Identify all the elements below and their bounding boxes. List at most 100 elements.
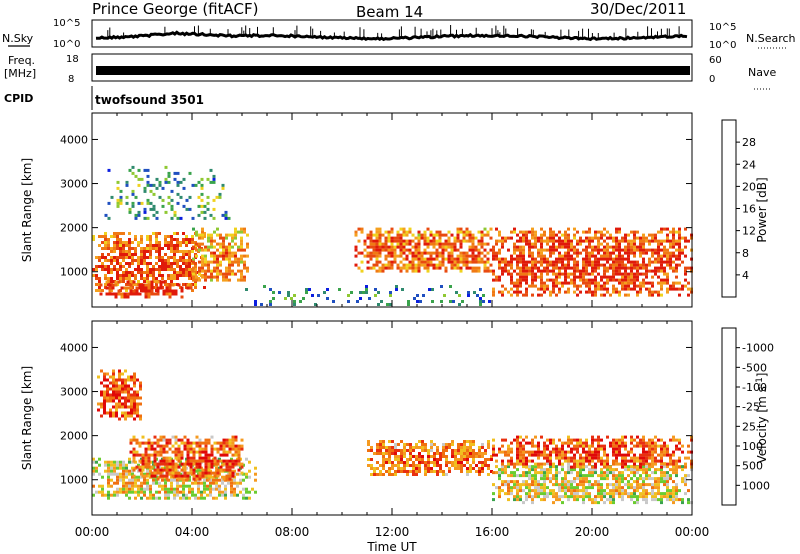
heatmap-cell: [213, 266, 216, 270]
heatmap-cell: [143, 493, 146, 497]
heatmap-cell: [639, 453, 642, 457]
heatmap-cell: [663, 444, 666, 448]
heatmap-cell: [672, 486, 675, 490]
heatmap-cell: [366, 251, 370, 255]
heatmap-cell: [630, 459, 633, 463]
heatmap-cell: [119, 277, 122, 280]
heatmap-cell: [186, 438, 190, 442]
heatmap-cell: [597, 266, 600, 270]
heatmap-cell: [427, 464, 430, 467]
heatmap-cell: [591, 239, 594, 243]
heatmap-cell: [180, 289, 184, 293]
heatmap-cell: [552, 287, 555, 291]
heatmap-cell: [125, 256, 128, 259]
heatmap-cell: [531, 438, 534, 442]
heatmap-cell: [627, 450, 630, 454]
heatmap-cell: [423, 233, 427, 237]
heatmap-cell: [153, 292, 157, 296]
heatmap-cell: [116, 271, 119, 274]
heatmap-cell: [134, 496, 137, 500]
heatmap-cell: [579, 239, 582, 243]
heatmap-cell: [103, 372, 106, 376]
heatmap-cell: [466, 452, 469, 455]
heatmap-cell: [231, 435, 235, 439]
heatmap-cell: [663, 474, 666, 478]
heatmap-cell: [188, 484, 191, 488]
heatmap-cell: [125, 274, 128, 277]
heatmap-cell: [501, 444, 504, 448]
heatmap-cell: [260, 303, 263, 306]
heatmap-cell: [305, 288, 308, 291]
heatmap-cell: [609, 483, 612, 487]
heatmap-cell: [125, 241, 128, 244]
heatmap-cell: [507, 444, 510, 448]
heatmap-cell: [525, 450, 528, 454]
heatmap-cell: [498, 257, 501, 261]
heatmap-cell: [149, 256, 152, 259]
heatmap-cell: [657, 480, 660, 484]
heatmap-cell: [651, 471, 654, 475]
heatmap-cell: [585, 450, 588, 454]
heatmap-cell: [390, 251, 394, 255]
heatmap-cell: [195, 462, 199, 466]
heatmap-cell: [376, 446, 379, 449]
heatmap-cell: [421, 449, 424, 452]
heatmap-cell: [155, 238, 158, 241]
heatmap-cell: [233, 490, 236, 494]
heatmap-cell: [648, 441, 651, 445]
heatmap-cell: [216, 257, 219, 261]
heatmap-cell: [369, 266, 373, 270]
heatmap-cell: [191, 241, 194, 244]
heatmap-cell: [609, 468, 612, 472]
heatmap-cell: [487, 464, 490, 467]
heatmap-cell: [672, 242, 675, 246]
heatmap-cell: [213, 251, 216, 255]
heatmap-cell: [456, 263, 460, 267]
heatmap-cell: [137, 168, 141, 172]
heatmap-cell: [125, 472, 128, 476]
heatmap-cell: [155, 177, 159, 181]
heatmap-cell: [675, 242, 678, 246]
heatmap-cell: [645, 275, 648, 279]
heatmap-cell: [144, 283, 148, 287]
heatmap-cell: [615, 483, 618, 487]
heatmap-cell: [475, 452, 478, 455]
heatmap-cell: [213, 474, 217, 478]
heatmap-cell: [192, 245, 195, 249]
heatmap-cell: [156, 286, 160, 290]
heatmap-cell: [657, 239, 660, 243]
heatmap-cell: [125, 466, 128, 470]
heatmap-cell: [439, 464, 442, 467]
colorbar-frame: [721, 119, 737, 298]
heatmap-cell: [170, 247, 173, 250]
heatmap-cell: [227, 481, 230, 485]
heatmap-cell: [146, 274, 149, 277]
heatmap-cell: [436, 464, 439, 467]
heatmap-cell: [543, 471, 546, 475]
heatmap-cell: [516, 456, 519, 460]
heatmap-cell: [564, 251, 567, 255]
heatmap-cell: [618, 462, 621, 466]
time-tick-label: 08:00: [275, 525, 310, 539]
heatmap-cell: [579, 468, 582, 472]
y-tick-label: 4000: [60, 341, 88, 354]
heatmap-cell: [183, 447, 187, 451]
heatmap-cell: [675, 489, 678, 493]
heatmap-cell: [132, 468, 136, 472]
heatmap-cell: [528, 269, 531, 273]
heatmap-cell: [92, 469, 95, 473]
heatmap-cell: [203, 235, 206, 238]
heatmap-cell: [130, 387, 133, 391]
heatmap-cell: [597, 248, 600, 252]
heatmap-cell: [122, 274, 125, 277]
heatmap-cell: [183, 474, 187, 478]
heatmap-cell: [225, 266, 228, 270]
heatmap-cell: [642, 245, 645, 249]
heatmap-cell: [453, 257, 457, 261]
heatmap-cell: [95, 268, 98, 271]
heatmap-cell: [403, 455, 406, 458]
heatmap-cell: [170, 235, 173, 238]
heatmap-cell: [621, 495, 624, 499]
heatmap-cell: [525, 498, 528, 502]
heatmap-cell: [654, 272, 657, 276]
